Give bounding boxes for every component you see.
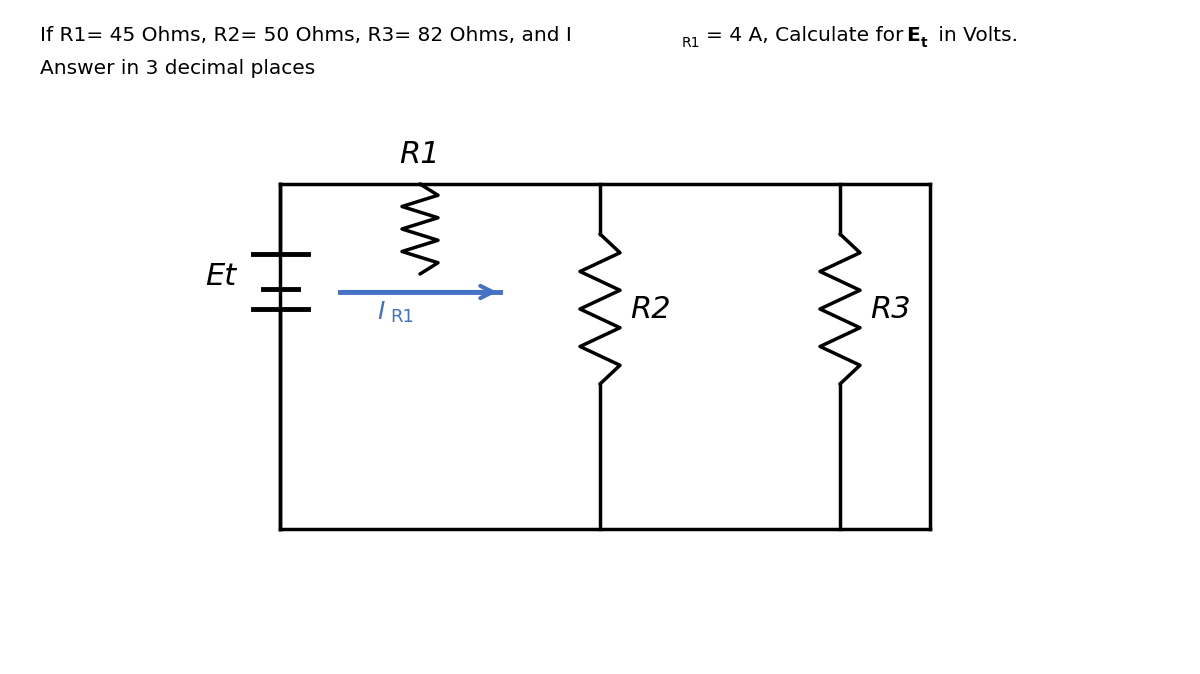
Text: Et: Et: [205, 262, 236, 291]
Text: Answer in 3 decimal places: Answer in 3 decimal places: [40, 59, 316, 78]
Text: R1: R1: [682, 36, 701, 50]
Text: in Volts.: in Volts.: [932, 26, 1018, 45]
Text: R2: R2: [630, 295, 671, 324]
Text: t: t: [922, 36, 928, 50]
Text: I: I: [378, 300, 385, 324]
Text: R1: R1: [390, 308, 414, 326]
Text: = 4 A, Calculate for: = 4 A, Calculate for: [706, 26, 910, 45]
Text: E: E: [906, 26, 919, 45]
Text: R1: R1: [400, 140, 440, 169]
Text: If R1= 45 Ohms, R2= 50 Ohms, R3= 82 Ohms, and I: If R1= 45 Ohms, R2= 50 Ohms, R3= 82 Ohms…: [40, 26, 572, 45]
Text: R3: R3: [870, 295, 911, 324]
